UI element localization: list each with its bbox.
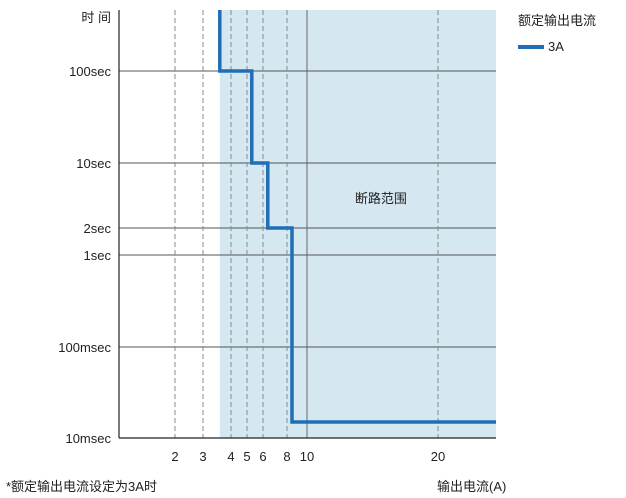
trip-region-layer: [219, 10, 497, 438]
y-tick-label: 10msec: [65, 431, 111, 446]
x-tick-label: 20: [431, 449, 445, 464]
series-layer: [218, 10, 496, 424]
y-tick-label: 10sec: [76, 156, 111, 171]
x-tick-label: 6: [259, 449, 266, 464]
trip-region-label: 断路范围: [355, 191, 407, 206]
y-tick-label: 2sec: [84, 221, 112, 236]
x-tick-label: 4: [227, 449, 234, 464]
x-tick-label: 8: [283, 449, 290, 464]
legend-title: 额定输出电流: [518, 13, 597, 28]
y-axis-title: 时 间: [81, 10, 111, 25]
series-line-3a: [218, 10, 496, 424]
legend-swatch: [518, 44, 544, 49]
x-tick-label: 5: [243, 449, 250, 464]
axis-layer: [118, 10, 496, 439]
legend-label: 3A: [548, 39, 564, 54]
x-tick-label: 3: [199, 449, 206, 464]
x-axis-label: 输出电流(A): [437, 479, 507, 494]
trip-region: [219, 10, 497, 438]
legend: 额定输出电流 3A: [518, 10, 596, 54]
grid-layer: [119, 10, 496, 438]
legend-item-3a: 3A: [518, 39, 596, 54]
y-tick-label: 100msec: [58, 340, 111, 355]
footnote: *额定输出电流设定为3A时: [6, 479, 157, 494]
x-tick-label: 2: [171, 449, 178, 464]
y-tick-label: 100sec: [69, 64, 111, 79]
y-tick-label: 1sec: [84, 248, 112, 263]
label-layer: 100sec 10sec 2sec 1sec 100msec 10msec 时 间 2 3 4 5 6…: [58, 10, 445, 464]
x-tick-label: 10: [300, 449, 314, 464]
